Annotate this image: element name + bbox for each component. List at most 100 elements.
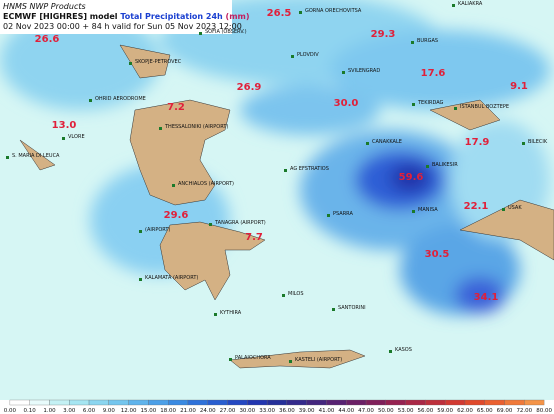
precip-value: 22.1 <box>464 201 489 212</box>
station-label: (AIRPORT) <box>145 227 170 233</box>
station-label: BILECIK <box>528 139 548 145</box>
precip-value: 17.9 <box>465 137 490 148</box>
station-label: SKOPJE-PETROVEC <box>135 59 182 65</box>
colorbar-segment <box>29 399 50 406</box>
station-label: BALIKESIR <box>432 162 458 168</box>
precip-value: 29.3 <box>371 29 396 40</box>
station-marker <box>412 210 415 213</box>
colorbar-label: 72.00 <box>516 408 532 414</box>
colorbar-segment <box>128 399 149 406</box>
station-marker <box>139 278 142 281</box>
station-marker <box>366 142 369 145</box>
station-marker <box>89 99 92 102</box>
station-label: KALAMATA (AIRPORT) <box>145 275 198 281</box>
colorbar-label: 24.00 <box>200 408 216 414</box>
station-label: BURGAS <box>417 38 438 44</box>
station-marker <box>139 230 142 233</box>
station-marker <box>332 308 335 311</box>
station-marker <box>62 137 65 140</box>
colorbar-label: 59.00 <box>437 408 453 414</box>
colorbar-label: 30.00 <box>239 408 255 414</box>
station-marker <box>289 360 292 363</box>
colorbar-segment <box>484 399 505 406</box>
colorbar-segment <box>524 399 545 406</box>
station-label: ANCHIALOS (AIRPORT) <box>178 181 234 187</box>
colorbar-segment <box>168 399 189 406</box>
colorbar-label: 3.00 <box>63 408 76 414</box>
colorbar-label: 1.00 <box>43 408 56 414</box>
colorbar-label: 80.00 <box>536 408 552 414</box>
header-valid: 02 Nov 2023 00:00 + 84 h valid for Sun 0… <box>3 22 242 31</box>
header-title: ECMWF [HIGHRES] model Total Precipitatio… <box>3 12 250 21</box>
colorbar-segment <box>425 399 446 406</box>
precip-value: 26.5 <box>267 8 292 19</box>
station-label: CANAKKALE <box>372 139 402 145</box>
station-marker <box>426 165 429 168</box>
precip-value: 59.6 <box>399 172 424 183</box>
colorbar-segment <box>306 399 327 406</box>
colorbar-label: 6.00 <box>83 408 96 414</box>
precip-field <box>0 0 550 315</box>
colorbar-segment <box>326 399 347 406</box>
colorbar-label: 12.00 <box>121 408 137 414</box>
station-marker <box>502 208 505 211</box>
colorbar-segment <box>346 399 367 406</box>
station-label: KALIAKRA <box>458 1 483 7</box>
station-label: SOFIA (OBSERV.) <box>205 29 247 35</box>
station-marker <box>282 294 285 297</box>
station-marker <box>327 214 330 217</box>
station-label: PSARRA <box>333 211 353 217</box>
station-marker <box>129 62 132 65</box>
station-label: KASTELI (AIRPORT) <box>295 357 342 363</box>
colorbar-segment <box>445 399 466 406</box>
station-marker <box>389 350 392 353</box>
station-marker <box>291 55 294 58</box>
colorbar-label: 47.00 <box>358 408 374 414</box>
station-marker <box>214 313 217 316</box>
station-marker <box>229 358 232 361</box>
colorbar-segment <box>187 399 208 406</box>
precip-value: 17.6 <box>421 68 446 79</box>
station-label: TANAGRA (AIRPORT) <box>214 220 266 226</box>
colorbar-label: 69.00 <box>497 408 513 414</box>
colorbar-label: 0.10 <box>24 408 37 414</box>
station-label: VLORE <box>68 134 85 140</box>
station-marker <box>284 169 287 172</box>
colorbar-segment <box>108 399 129 406</box>
colorbar-label: 18.00 <box>160 408 176 414</box>
precip-value: 26.9 <box>237 82 262 93</box>
colorbar-label: 21.00 <box>180 408 196 414</box>
station-marker <box>159 127 162 130</box>
station-label: OHRID AERODROME <box>95 96 146 102</box>
station-label: KASOS <box>395 347 412 353</box>
precip-value: 34.1 <box>474 292 499 303</box>
precip-value: 7.7 <box>245 232 263 243</box>
station-label: MILOS <box>288 291 304 297</box>
station-marker <box>172 184 175 187</box>
station-marker <box>342 71 345 74</box>
station-marker <box>522 142 525 145</box>
station-label: KYTHIRA <box>220 310 242 316</box>
colorbar-segment <box>266 399 288 406</box>
station-label: PALAIOCHORA <box>235 355 271 361</box>
colorbar-segment <box>49 399 70 406</box>
colorbar: 0.00 0.10 1.00 3.00 6.00 9.00 12.00 15.00 18.00 2… <box>4 399 552 414</box>
header-box <box>0 0 232 34</box>
model: ECMWF [HIGHRES] model <box>3 12 118 21</box>
station-label: AG EFSTRATIOS <box>290 166 329 172</box>
station-marker <box>411 41 414 44</box>
station-label: USAK <box>508 205 522 211</box>
colorbar-label: 65.00 <box>477 408 493 414</box>
precip-value: 26.6 <box>35 34 60 45</box>
colorbar-label: 9.00 <box>103 408 116 414</box>
station-label: SANTORINI <box>338 305 366 311</box>
station-marker <box>6 156 9 159</box>
station-label: TEKIRDAG <box>417 100 444 106</box>
colorbar-segment <box>247 399 268 406</box>
colorbar-label: 41.00 <box>319 408 335 414</box>
colorbar-segment <box>405 399 426 406</box>
station-label: PLOVDIV <box>297 52 319 58</box>
colorbar-segment <box>227 399 248 406</box>
precip-value: 30.5 <box>425 249 450 260</box>
